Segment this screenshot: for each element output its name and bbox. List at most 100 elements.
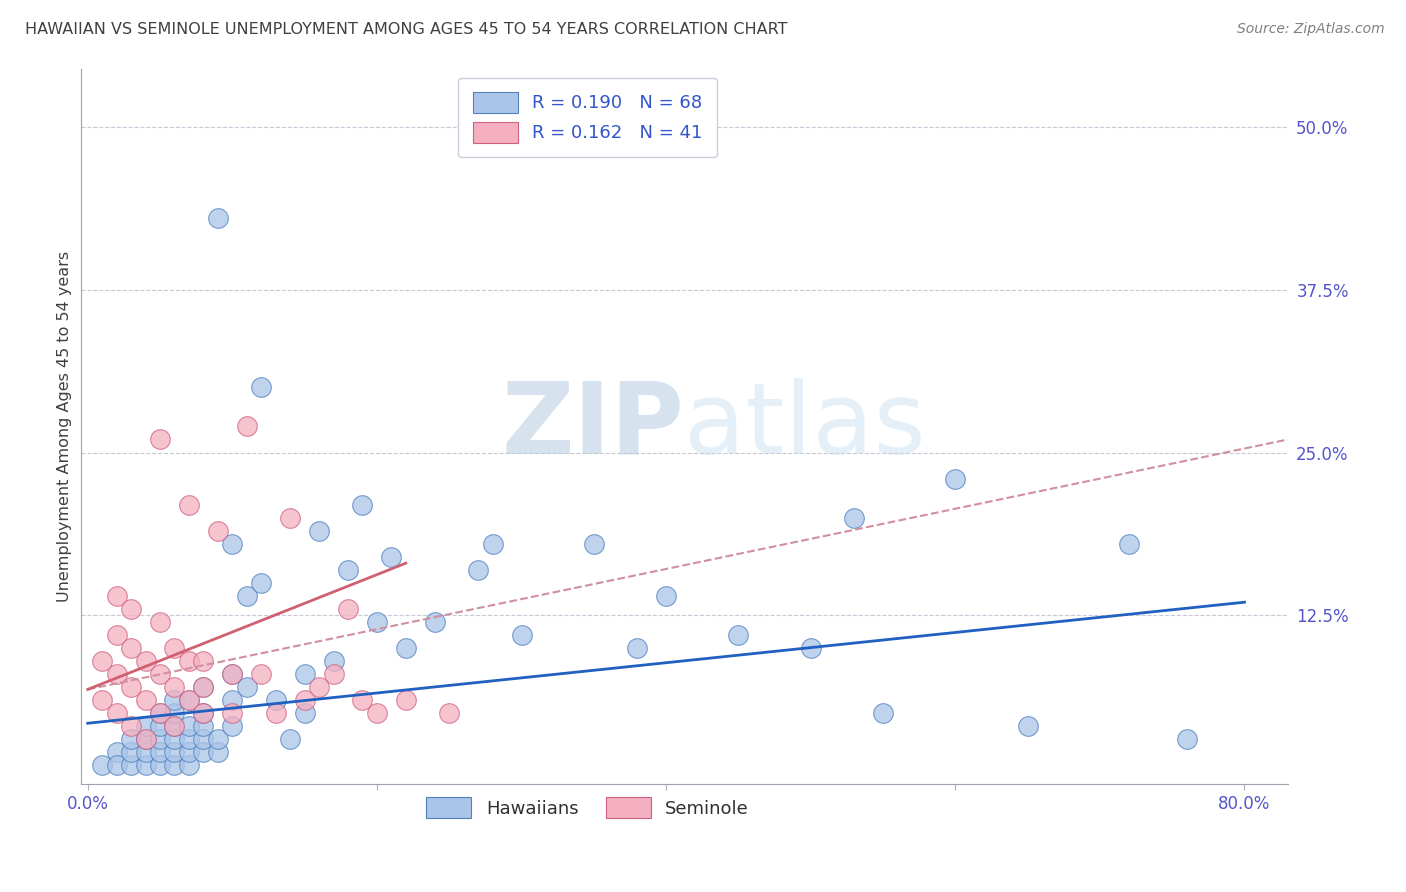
Point bbox=[207, 524, 229, 538]
Point bbox=[337, 563, 360, 577]
Point bbox=[91, 758, 114, 772]
Point bbox=[105, 589, 128, 603]
Point bbox=[236, 419, 259, 434]
Point bbox=[294, 693, 316, 707]
Point bbox=[149, 666, 172, 681]
Point bbox=[177, 731, 200, 746]
Point bbox=[120, 731, 142, 746]
Point bbox=[943, 471, 966, 485]
Point bbox=[221, 666, 243, 681]
Point bbox=[149, 706, 172, 720]
Point bbox=[264, 706, 287, 720]
Point bbox=[177, 745, 200, 759]
Text: atlas: atlas bbox=[685, 378, 925, 475]
Point bbox=[177, 654, 200, 668]
Point bbox=[193, 680, 215, 694]
Point bbox=[395, 640, 418, 655]
Point bbox=[149, 615, 172, 629]
Text: HAWAIIAN VS SEMINOLE UNEMPLOYMENT AMONG AGES 45 TO 54 YEARS CORRELATION CHART: HAWAIIAN VS SEMINOLE UNEMPLOYMENT AMONG … bbox=[25, 22, 787, 37]
Point bbox=[467, 563, 489, 577]
Point bbox=[352, 693, 374, 707]
Legend: Hawaiians, Seminole: Hawaiians, Seminole bbox=[419, 790, 756, 825]
Point bbox=[120, 745, 142, 759]
Point bbox=[221, 666, 243, 681]
Point bbox=[149, 758, 172, 772]
Point bbox=[727, 628, 749, 642]
Point bbox=[207, 211, 229, 226]
Point bbox=[163, 719, 186, 733]
Point bbox=[135, 758, 157, 772]
Point bbox=[655, 589, 678, 603]
Point bbox=[337, 601, 360, 615]
Point bbox=[800, 640, 823, 655]
Point bbox=[120, 719, 142, 733]
Point bbox=[207, 745, 229, 759]
Point bbox=[1175, 731, 1198, 746]
Point bbox=[105, 758, 128, 772]
Point bbox=[439, 706, 461, 720]
Point bbox=[135, 731, 157, 746]
Point bbox=[193, 719, 215, 733]
Point bbox=[510, 628, 533, 642]
Point bbox=[149, 433, 172, 447]
Point bbox=[582, 536, 605, 550]
Point bbox=[105, 706, 128, 720]
Point bbox=[250, 575, 273, 590]
Point bbox=[872, 706, 894, 720]
Point bbox=[366, 615, 388, 629]
Point bbox=[278, 510, 301, 524]
Point bbox=[380, 549, 402, 564]
Point bbox=[236, 589, 259, 603]
Point bbox=[149, 719, 172, 733]
Point bbox=[322, 654, 344, 668]
Point bbox=[1118, 536, 1140, 550]
Text: ZIP: ZIP bbox=[502, 378, 685, 475]
Point bbox=[177, 719, 200, 733]
Point bbox=[120, 640, 142, 655]
Point bbox=[193, 706, 215, 720]
Point bbox=[163, 731, 186, 746]
Point bbox=[423, 615, 446, 629]
Point bbox=[149, 745, 172, 759]
Point bbox=[221, 719, 243, 733]
Point bbox=[163, 680, 186, 694]
Point bbox=[149, 731, 172, 746]
Point bbox=[1017, 719, 1039, 733]
Point bbox=[163, 693, 186, 707]
Point bbox=[177, 498, 200, 512]
Point bbox=[163, 719, 186, 733]
Point bbox=[177, 693, 200, 707]
Point bbox=[149, 706, 172, 720]
Point bbox=[135, 745, 157, 759]
Point bbox=[352, 498, 374, 512]
Point bbox=[105, 745, 128, 759]
Point bbox=[264, 693, 287, 707]
Point bbox=[163, 706, 186, 720]
Point bbox=[105, 666, 128, 681]
Point bbox=[193, 731, 215, 746]
Point bbox=[135, 654, 157, 668]
Y-axis label: Unemployment Among Ages 45 to 54 years: Unemployment Among Ages 45 to 54 years bbox=[58, 251, 72, 602]
Point bbox=[308, 524, 330, 538]
Point bbox=[177, 693, 200, 707]
Point bbox=[842, 510, 865, 524]
Point bbox=[120, 758, 142, 772]
Point bbox=[120, 601, 142, 615]
Point bbox=[177, 758, 200, 772]
Point bbox=[105, 628, 128, 642]
Point bbox=[207, 731, 229, 746]
Point bbox=[163, 640, 186, 655]
Point bbox=[308, 680, 330, 694]
Point bbox=[91, 693, 114, 707]
Point bbox=[366, 706, 388, 720]
Point bbox=[278, 731, 301, 746]
Point bbox=[91, 654, 114, 668]
Point bbox=[135, 693, 157, 707]
Point bbox=[294, 666, 316, 681]
Point bbox=[236, 680, 259, 694]
Point bbox=[193, 745, 215, 759]
Point bbox=[250, 380, 273, 394]
Point bbox=[163, 758, 186, 772]
Point bbox=[481, 536, 503, 550]
Point bbox=[193, 654, 215, 668]
